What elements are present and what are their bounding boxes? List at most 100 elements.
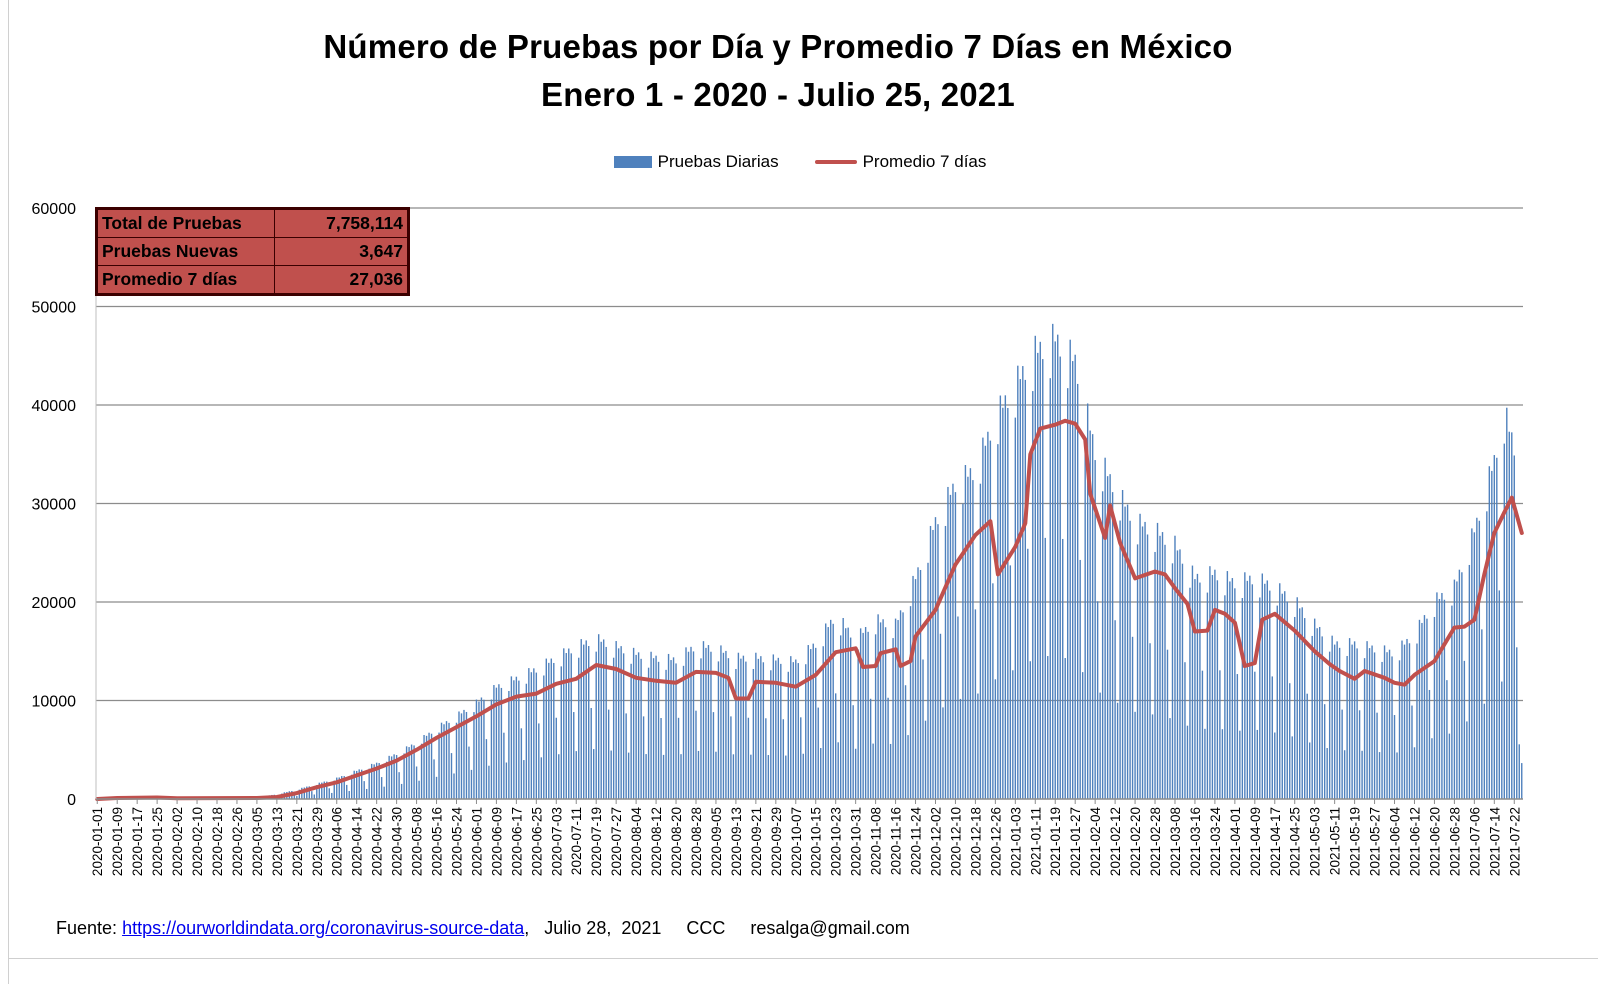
daily-bar <box>725 650 727 799</box>
daily-bar <box>1017 365 1019 799</box>
daily-bar <box>914 579 917 799</box>
daily-bar <box>772 654 775 799</box>
daily-bar <box>1361 750 1363 799</box>
x-axis-tick-labels: 2020-01-01 2020-01-09 2020-01-17 2020-01-25… <box>90 799 1522 876</box>
daily-bar <box>1274 732 1276 799</box>
daily-bar <box>1144 521 1146 799</box>
daily-bar <box>1441 592 1443 799</box>
daily-bar <box>1094 460 1096 799</box>
daily-bar <box>647 667 650 799</box>
source-link[interactable]: https://ourworldindata.org/coronavirus-s… <box>122 918 525 938</box>
daily-bar <box>1064 658 1066 799</box>
daily-bar <box>899 610 902 799</box>
daily-bar <box>588 646 590 799</box>
daily-bar <box>528 668 530 799</box>
daily-bar <box>1336 641 1338 799</box>
x-tick-label: 2021-06-28 <box>1447 807 1462 876</box>
daily-bar <box>390 756 393 799</box>
daily-bar <box>1311 635 1313 799</box>
daily-bar <box>458 711 460 799</box>
daily-bar <box>1004 395 1007 799</box>
daily-bar <box>929 525 932 799</box>
daily-bar <box>1506 407 1508 799</box>
daily-bar <box>463 709 465 799</box>
daily-bar <box>842 617 844 799</box>
daily-bar <box>999 395 1002 799</box>
daily-bar <box>1304 618 1306 799</box>
daily-bar <box>874 634 877 799</box>
daily-bar <box>573 712 575 799</box>
daily-bar <box>518 680 520 799</box>
daily-bar <box>1259 597 1261 799</box>
daily-bar <box>1276 605 1278 799</box>
daily-bar <box>530 672 533 799</box>
x-tick-label: 2020-02-18 <box>210 807 225 876</box>
daily-bar <box>1194 579 1196 799</box>
daily-bar <box>1481 629 1483 799</box>
daily-bar <box>1306 693 1308 799</box>
x-tick-label: 2020-08-28 <box>689 807 704 876</box>
daily-bar <box>488 765 490 799</box>
daily-bar <box>862 632 864 799</box>
x-tick-label: 2020-06-25 <box>529 807 544 876</box>
daily-bar <box>912 575 914 799</box>
daily-bar <box>428 732 430 799</box>
daily-bar <box>887 697 889 799</box>
daily-bar <box>820 748 822 799</box>
y-tick-label: 50000 <box>32 300 77 317</box>
daily-bar <box>682 665 685 799</box>
daily-bar <box>884 627 887 799</box>
daily-bar <box>1353 641 1356 799</box>
x-tick-label: 2020-10-15 <box>809 807 824 876</box>
x-tick-label: 2020-04-22 <box>370 807 385 876</box>
daily-bar <box>640 658 642 799</box>
daily-bar <box>520 728 523 799</box>
daily-bar <box>1131 636 1134 799</box>
daily-bar <box>348 791 350 799</box>
daily-bars <box>99 323 1523 799</box>
daily-bar <box>1478 520 1481 799</box>
daily-bar <box>368 768 370 799</box>
daily-bar <box>1231 578 1234 799</box>
daily-bar <box>508 690 510 799</box>
daily-bar <box>1269 590 1271 799</box>
daily-bar <box>378 763 380 799</box>
daily-bar <box>1174 535 1176 799</box>
daily-bar <box>1062 538 1064 799</box>
daily-bar <box>1261 573 1263 799</box>
x-tick-label: 2020-05-24 <box>450 807 465 877</box>
daily-bar <box>311 791 313 799</box>
daily-bar <box>380 777 383 799</box>
daily-bar <box>373 764 375 799</box>
daily-bar <box>538 723 540 799</box>
daily-bar <box>745 661 747 799</box>
daily-bar <box>1503 443 1505 799</box>
daily-bar <box>934 517 937 799</box>
daily-bar <box>989 440 992 799</box>
daily-bar <box>358 769 360 799</box>
daily-bar <box>593 749 595 799</box>
daily-bar <box>1211 575 1214 799</box>
daily-bar <box>460 713 463 799</box>
chart-title: Número de Pruebas por Día y Promedio 7 D… <box>323 28 1233 65</box>
daily-bar <box>1471 528 1473 799</box>
daily-bar <box>867 631 869 799</box>
daily-bar <box>612 657 615 799</box>
x-tick-label: 2021-05-03 <box>1308 807 1323 876</box>
daily-bar <box>570 653 572 799</box>
daily-bar <box>859 628 862 799</box>
x-tick-label: 2020-08-20 <box>669 807 684 876</box>
daily-bar <box>902 612 904 799</box>
daily-bar <box>468 746 470 799</box>
chart-subtitle: Enero 1 - 2020 - Julio 25, 2021 <box>541 76 1015 113</box>
daily-bar <box>702 641 705 799</box>
daily-bar <box>423 735 425 799</box>
x-tick-label: 2020-10-23 <box>829 807 844 876</box>
daily-bar <box>857 649 859 799</box>
daily-bar <box>1191 565 1194 799</box>
daily-bar <box>1101 491 1104 799</box>
daily-bar <box>897 620 899 799</box>
daily-bar <box>735 668 737 799</box>
daily-bar <box>1091 434 1094 799</box>
daily-bar <box>1476 517 1478 799</box>
